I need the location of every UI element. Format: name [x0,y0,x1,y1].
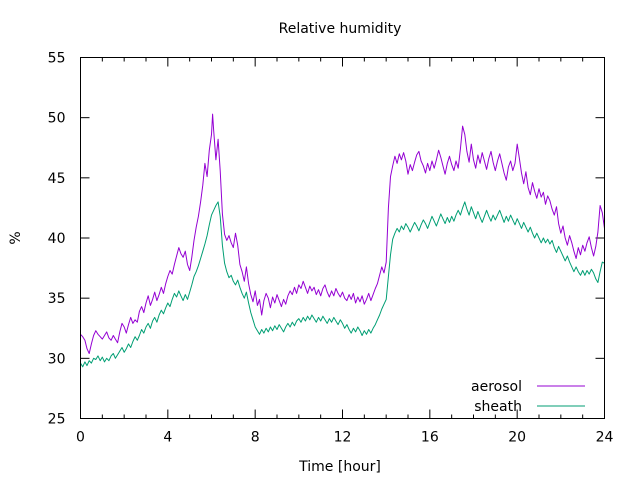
y-tick-label: 30 [48,351,66,367]
axis-ticks: 0 4 8 12 16 20 24 25 30 35 40 45 50 55 [48,51,614,446]
y-tick-label: 50 [48,111,66,127]
legend-label-aerosol: aerosol [471,379,522,395]
y-tick-label: 55 [48,51,66,67]
y-tick-label: 25 [48,412,66,428]
plot-frame [80,57,605,419]
x-tick-label: 16 [421,430,439,446]
y-tick-label: 45 [48,171,66,187]
legend-label-sheath: sheath [474,399,522,415]
y-axis-label: % [8,231,24,244]
x-tick-label: 20 [508,430,526,446]
x-tick-label: 4 [163,430,172,446]
data-series [80,113,605,368]
series-line-aerosol [80,113,605,354]
x-tick-label: 24 [596,430,614,446]
x-tick-label: 12 [334,430,352,446]
y-tick-label: 35 [48,291,66,307]
x-axis-label: Time [hour] [298,459,381,475]
series-line-sheath [80,201,605,368]
legend: aerosol sheath [471,379,585,415]
x-tick-label: 0 [76,430,85,446]
x-tick-label: 8 [251,430,260,446]
chart-title: Relative humidity [279,21,402,37]
y-tick-label: 40 [48,231,66,247]
